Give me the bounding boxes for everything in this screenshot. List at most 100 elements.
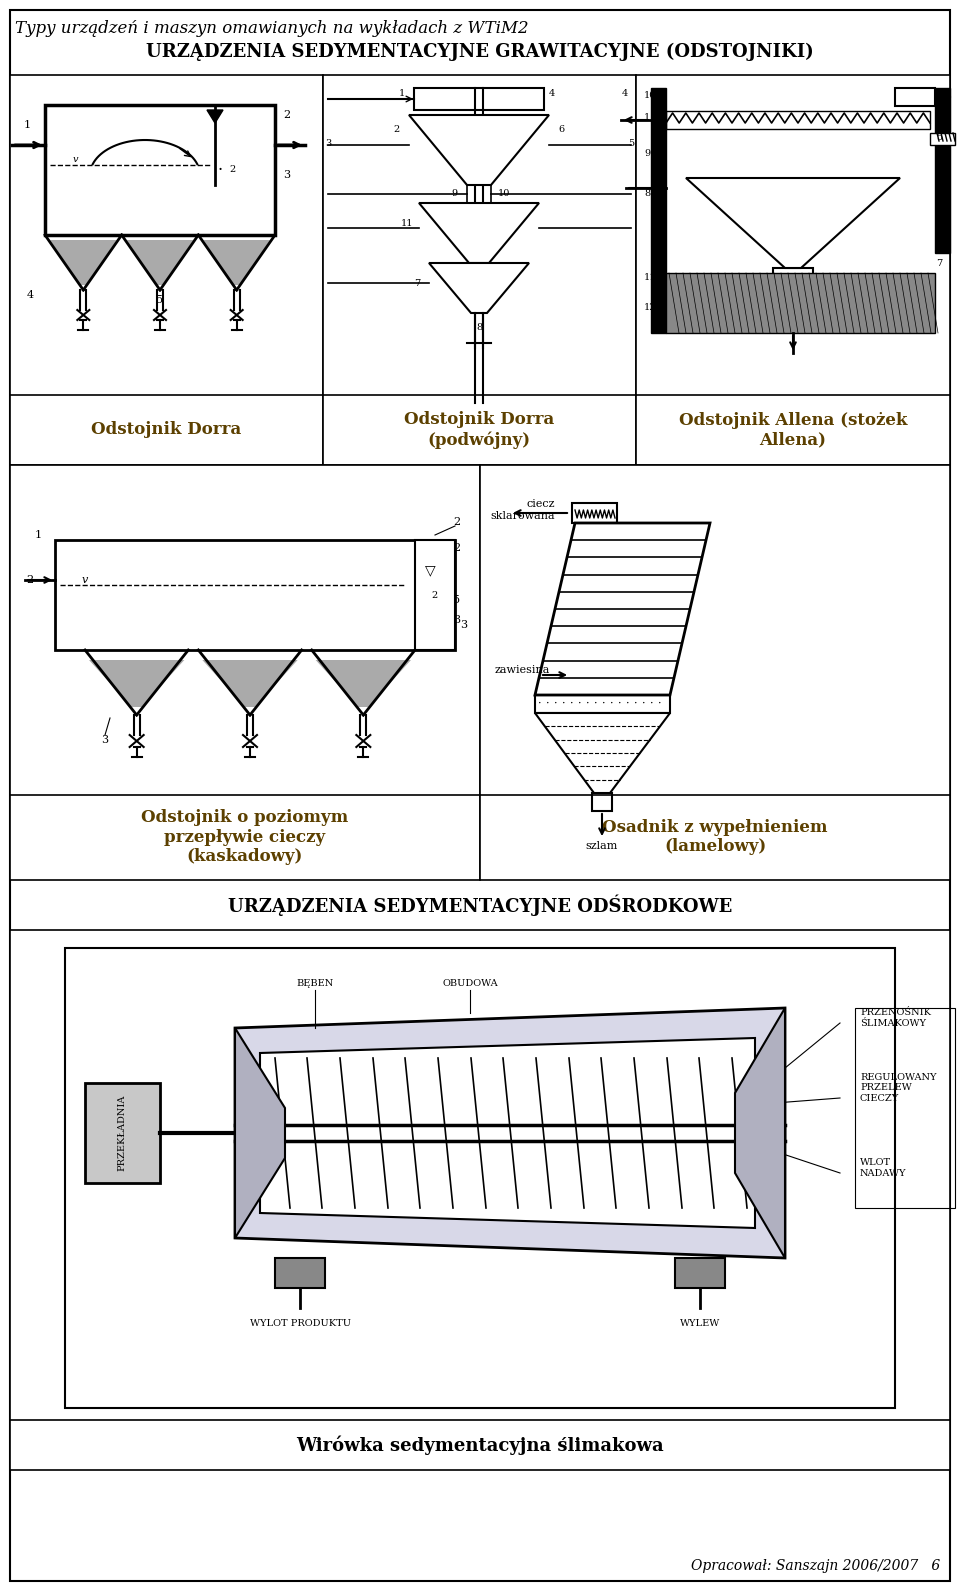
Bar <box>666 274 935 333</box>
Text: Wirówka sedymentacyjna ślimakowa: Wirówka sedymentacyjna ślimakowa <box>297 1435 663 1454</box>
Bar <box>10 931 950 1470</box>
Text: 1: 1 <box>644 113 650 123</box>
Text: 8: 8 <box>644 188 650 197</box>
Text: URZĄDZENIA SEDYMENTACYJNE ODŚRODKOWE: URZĄDZENIA SEDYMENTACYJNE ODŚRODKOWE <box>228 894 732 916</box>
Text: URZĄDZENIA SEDYMENTACYJNE GRAWITACYJNE (ODSTOJNIKI): URZĄDZENIA SEDYMENTACYJNE GRAWITACYJNE (… <box>146 43 814 60</box>
Text: ·: · <box>650 698 654 710</box>
Polygon shape <box>535 523 710 695</box>
Text: 4: 4 <box>622 89 628 97</box>
Text: ·: · <box>539 698 541 710</box>
Text: 4: 4 <box>27 290 34 301</box>
Bar <box>275 1258 325 1289</box>
Bar <box>85 1083 160 1184</box>
Bar <box>10 75 323 465</box>
Text: ·: · <box>602 698 606 710</box>
Bar <box>592 792 612 811</box>
Text: 10: 10 <box>498 189 510 199</box>
Text: 3: 3 <box>936 199 942 207</box>
Bar <box>855 1009 955 1208</box>
Text: 12: 12 <box>644 304 657 312</box>
Text: 6: 6 <box>936 148 942 158</box>
Bar <box>65 948 895 1408</box>
Text: 2: 2 <box>283 110 291 119</box>
Text: WLOT
NADAWY: WLOT NADAWY <box>860 1158 906 1177</box>
Text: ▽: ▽ <box>424 563 435 578</box>
Text: 11: 11 <box>644 274 657 283</box>
Polygon shape <box>686 178 900 267</box>
Polygon shape <box>127 240 193 285</box>
Bar <box>675 1258 725 1289</box>
Text: 5: 5 <box>156 294 163 305</box>
Text: 4: 4 <box>936 103 942 113</box>
Text: ·: · <box>554 698 558 710</box>
Text: 3: 3 <box>283 170 291 180</box>
Text: ·: · <box>594 698 598 710</box>
Polygon shape <box>203 660 298 706</box>
Text: 4: 4 <box>549 89 555 97</box>
Text: 11: 11 <box>400 218 413 228</box>
Text: ·: · <box>642 698 646 710</box>
Polygon shape <box>535 713 670 792</box>
Bar <box>235 1125 785 1141</box>
Polygon shape <box>235 1028 285 1238</box>
Bar <box>415 539 455 651</box>
Text: 2: 2 <box>936 92 942 100</box>
Text: REGULOWANY
PRZELEW
CIECZY: REGULOWANY PRZELEW CIECZY <box>860 1072 937 1103</box>
Text: 3: 3 <box>325 138 331 148</box>
Bar <box>480 465 950 880</box>
Text: 3: 3 <box>102 735 108 745</box>
Bar <box>55 539 455 651</box>
Text: v: v <box>82 574 88 585</box>
Text: 3: 3 <box>460 620 468 630</box>
Text: WYLOT PRODUKTU: WYLOT PRODUKTU <box>250 1319 350 1327</box>
Text: 2: 2 <box>26 574 33 585</box>
Text: v: v <box>72 156 78 164</box>
Text: Odstojnik o poziomym
przepływie cieczy
(kaskadowy): Odstojnik o poziomym przepływie cieczy (… <box>141 808 348 866</box>
Text: 9: 9 <box>451 189 457 199</box>
Text: ·: · <box>546 698 550 710</box>
Text: PRZEKŁADNIA: PRZEKŁADNIA <box>117 1095 127 1171</box>
Text: 2: 2 <box>432 590 438 600</box>
Text: 1: 1 <box>398 89 405 97</box>
Text: BĘBEN: BĘBEN <box>297 978 334 988</box>
Bar <box>572 503 617 523</box>
Text: Odstojnik Allena (stożek
Allena): Odstojnik Allena (stożek Allena) <box>679 412 907 449</box>
Bar <box>467 185 491 204</box>
Text: 3: 3 <box>453 616 460 625</box>
Text: 9: 9 <box>644 148 650 158</box>
Polygon shape <box>89 660 184 706</box>
Text: 5: 5 <box>936 134 942 143</box>
Polygon shape <box>50 240 117 285</box>
Text: ·: · <box>635 698 637 710</box>
Bar <box>10 465 480 880</box>
Text: 5: 5 <box>453 595 460 605</box>
Text: 10: 10 <box>644 92 657 100</box>
Bar <box>666 111 930 129</box>
Text: ·: · <box>570 698 574 710</box>
Bar <box>895 88 935 107</box>
Bar <box>773 267 813 298</box>
Bar <box>935 88 950 253</box>
Text: ciecz
sklarowana: ciecz sklarowana <box>491 500 555 520</box>
Polygon shape <box>735 1009 785 1258</box>
Text: 6: 6 <box>558 126 564 135</box>
Text: 5: 5 <box>628 138 634 148</box>
Text: 8: 8 <box>476 323 482 333</box>
Bar <box>535 695 670 713</box>
Text: 1: 1 <box>35 530 42 539</box>
Polygon shape <box>235 1009 785 1258</box>
Text: OBUDOWA: OBUDOWA <box>443 978 498 988</box>
Bar <box>651 88 666 333</box>
Text: ·: · <box>578 698 582 710</box>
Bar <box>930 134 955 145</box>
Text: Osadnik z wypełnieniem
(lamelowy): Osadnik z wypełnieniem (lamelowy) <box>602 819 828 856</box>
Bar <box>45 105 275 235</box>
Polygon shape <box>419 204 539 263</box>
Text: ·: · <box>563 698 565 710</box>
Bar <box>323 75 636 465</box>
Text: 2: 2 <box>453 543 460 554</box>
Text: WYLEW: WYLEW <box>680 1319 720 1327</box>
Text: szlam: szlam <box>586 842 618 851</box>
Text: ·: · <box>659 698 661 710</box>
Text: zawiesina: zawiesina <box>494 665 550 675</box>
